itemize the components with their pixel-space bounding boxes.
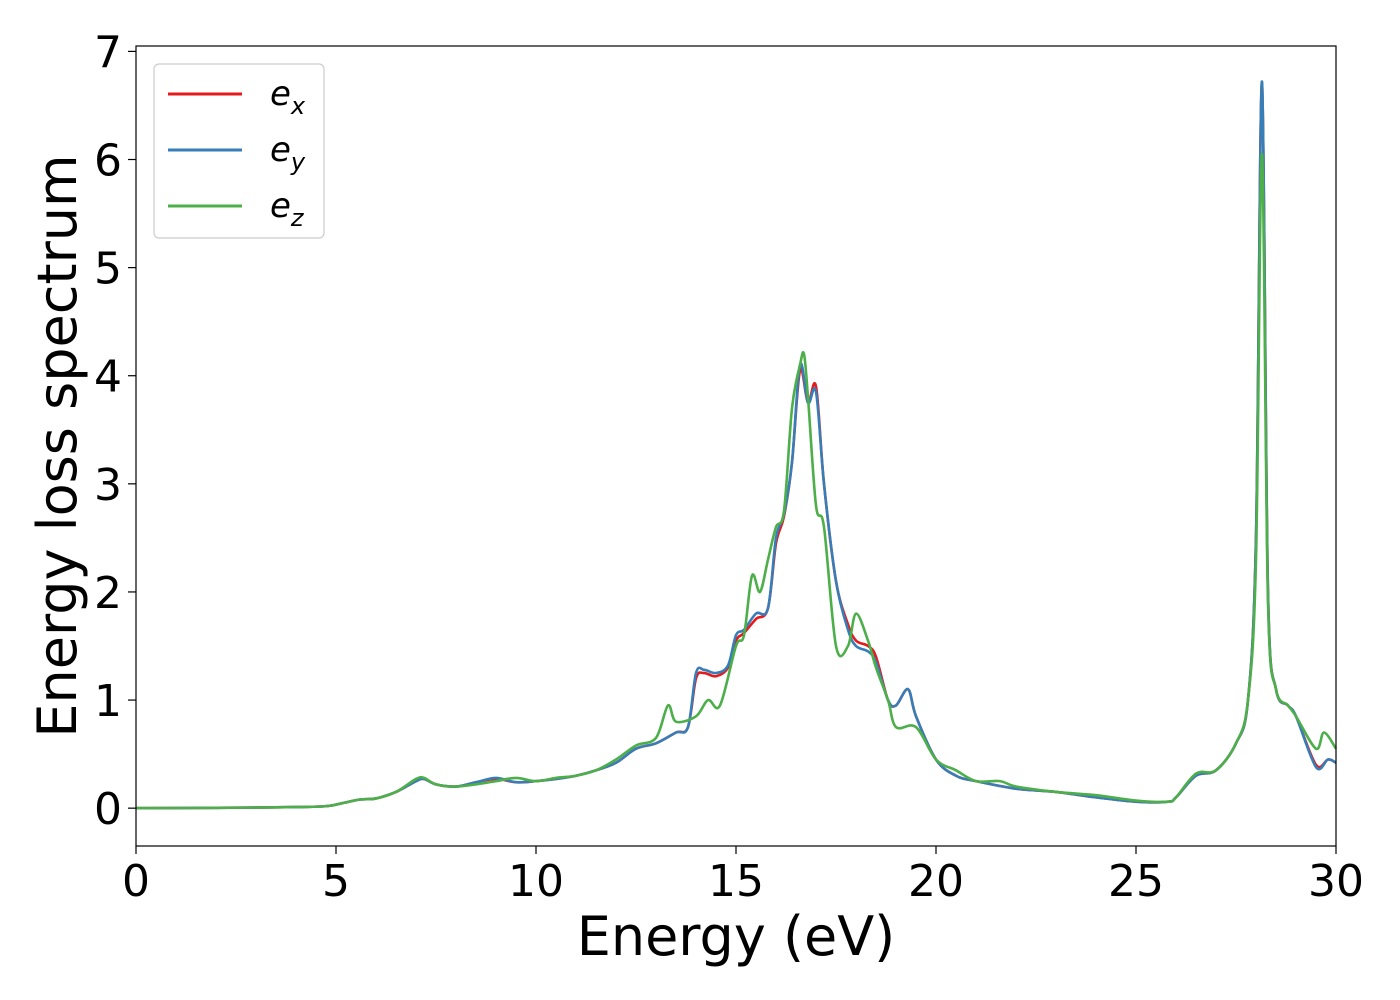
x-tick-label: 20: [908, 856, 964, 907]
legend-label-z: ez: [270, 186, 305, 232]
series-line-z: [135, 152, 1338, 810]
legend-label-x: ex: [270, 74, 306, 120]
y-tick-label: 5: [94, 244, 122, 295]
legend-label-base: e: [270, 186, 291, 226]
legend-label-y: ey: [270, 130, 306, 176]
x-axis-title: Energy (eV): [577, 905, 896, 968]
y-tick-label: 4: [94, 352, 122, 403]
x-tick-label: 25: [1108, 856, 1164, 907]
y-tick-label: 6: [94, 136, 122, 187]
legend-label-subscript: x: [290, 92, 306, 120]
y-tick-label: 0: [94, 784, 122, 835]
y-tick-label: 7: [94, 27, 122, 78]
x-axis: 0 5 10 15 20 25 30: [122, 846, 1364, 907]
y-tick-label: 2: [94, 568, 122, 619]
legend-label-subscript: z: [290, 204, 305, 232]
x-tick-label: 0: [122, 856, 150, 907]
legend-label-subscript: y: [290, 148, 306, 176]
x-tick-label: 15: [708, 856, 764, 907]
x-tick-label: 30: [1308, 856, 1364, 907]
legend-label-base: e: [270, 130, 291, 170]
series-layer: [135, 80, 1338, 810]
y-tick-label: 1: [94, 676, 122, 727]
y-axis-title: Energy loss spectrum: [26, 154, 89, 737]
x-tick-label: 10: [508, 856, 564, 907]
legend-label-base: e: [270, 74, 291, 114]
x-tick-label: 5: [322, 856, 350, 907]
y-axis: 0 1 2 3 4 5 6 7: [94, 27, 136, 835]
y-tick-label: 3: [94, 460, 122, 511]
